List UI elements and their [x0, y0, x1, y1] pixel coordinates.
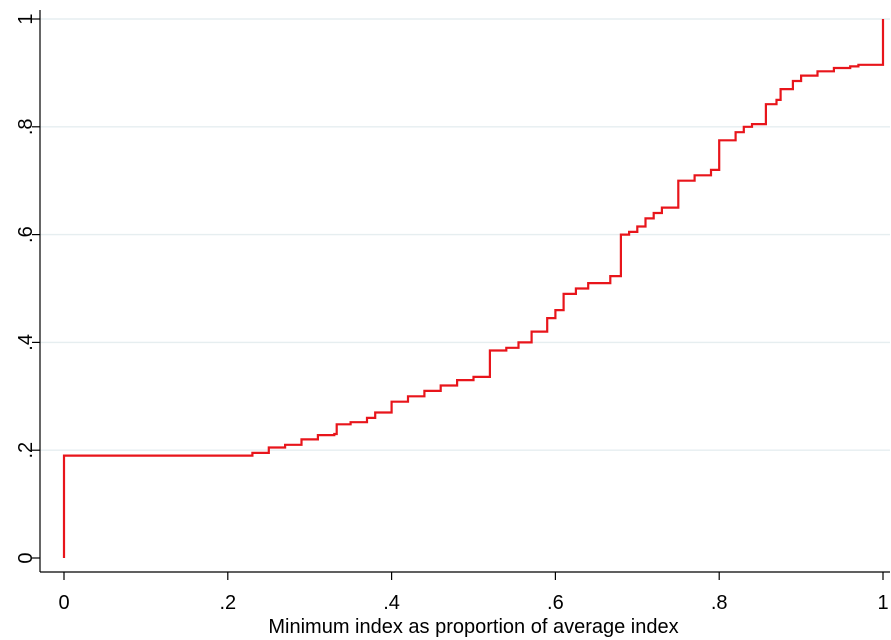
x-axis-title: Minimum index as proportion of average i…	[268, 616, 678, 638]
axes	[32, 10, 890, 580]
x-tick-label-4: .8	[711, 592, 728, 614]
y-tick-label-3: .6	[15, 226, 37, 243]
gridlines	[40, 18, 890, 451]
y-tick-label-4: .8	[15, 118, 37, 135]
x-tick-label-3: .6	[547, 592, 564, 614]
series-layer	[62, 19, 885, 558]
x-tick-label-0: 0	[58, 592, 69, 614]
y-tick-label-1: .2	[15, 442, 37, 459]
y-tick-label-0: 0	[15, 552, 37, 563]
x-tick-label-1: .2	[219, 592, 236, 614]
series-line-0	[62, 19, 885, 558]
y-tick-label-5: 1	[15, 13, 37, 24]
x-tick-label-2: .4	[383, 592, 400, 614]
x-tick-label-5: 1	[877, 592, 888, 614]
y-tick-label-2: .4	[15, 334, 37, 351]
tick-labels: 0 .2 .4 .6 .8 1 0 .2 .4 .6 .8 1	[15, 13, 889, 614]
